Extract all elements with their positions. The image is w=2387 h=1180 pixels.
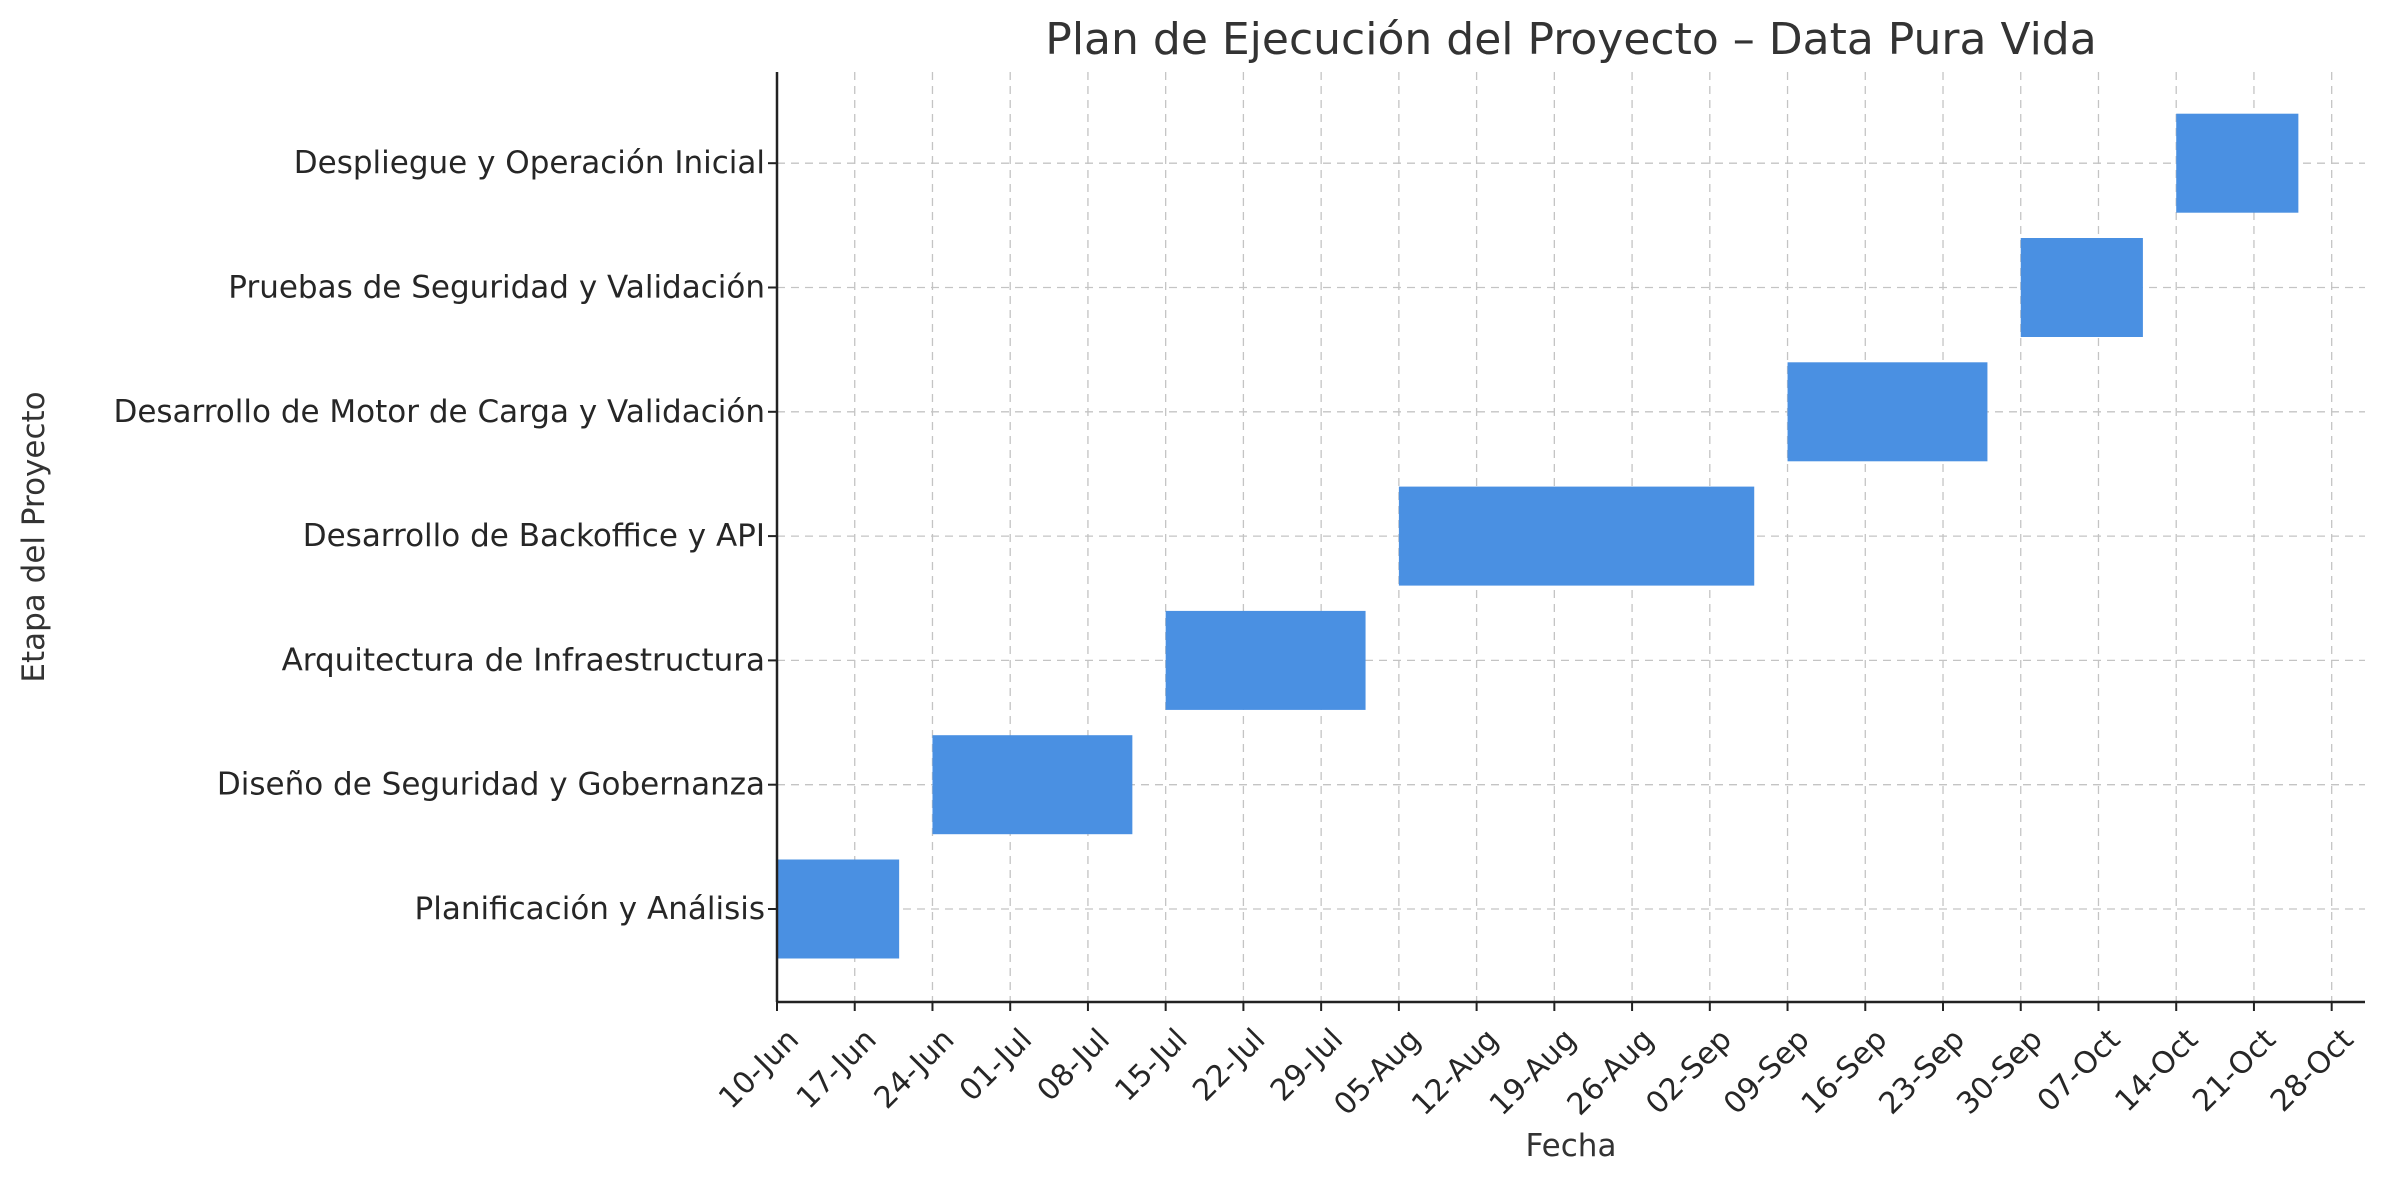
x-tick-label: 08-Jul <box>1031 1022 1117 1108</box>
x-tick-label: 22-Jul <box>1186 1022 1272 1108</box>
x-tick-label: 07-Oct <box>2031 1022 2128 1119</box>
x-tick-label: 01-Jul <box>953 1022 1039 1108</box>
y-axis-label: Etapa del Proyecto <box>16 391 52 682</box>
axis-layer <box>768 72 2365 1011</box>
x-tick-label: 05-Aug <box>1327 1022 1427 1122</box>
x-tick-label: 17-Jun <box>790 1022 884 1116</box>
y-tick-label: Diseño de Seguridad y Gobernanza <box>217 767 765 803</box>
task-bar <box>2020 238 2143 337</box>
x-tick-label: 10-Jun <box>712 1022 806 1116</box>
bar-layer <box>777 113 2299 959</box>
x-tick-label: 28-Oct <box>2264 1022 2361 1119</box>
task-bar <box>777 859 900 959</box>
y-tick-label: Desarrollo de Backoffice y API <box>303 518 765 554</box>
task-bar <box>932 735 1133 835</box>
task-bar <box>1398 486 1755 586</box>
x-tick-label: 19-Aug <box>1483 1022 1583 1122</box>
x-axis-label: Fecha <box>1526 1128 1617 1164</box>
y-tick-label: Desarrollo de Motor de Carga y Validació… <box>113 394 765 430</box>
x-tick-label: 15-Jul <box>1108 1022 1194 1108</box>
x-tick-label: 02-Sep <box>1639 1022 1738 1121</box>
x-tick-label: 26-Aug <box>1561 1022 1661 1122</box>
y-tick-label: Despliegue y Operación Inicial <box>294 145 765 181</box>
task-bar <box>1165 610 1366 710</box>
y-tick-label: Planificación y Análisis <box>415 891 765 927</box>
x-tick-label: 12-Aug <box>1405 1022 1505 1122</box>
task-bar <box>2176 113 2299 213</box>
x-tick-labels: 10-Jun17-Jun24-Jun01-Jul08-Jul15-Jul22-J… <box>712 1022 2361 1123</box>
chart-title: Plan de Ejecución del Proyecto – Data Pu… <box>1045 14 2096 65</box>
x-tick-label: 23-Sep <box>1873 1022 1972 1121</box>
x-tick-label: 24-Jun <box>868 1022 962 1116</box>
x-tick-label: 09-Sep <box>1717 1022 1816 1121</box>
y-tick-label: Pruebas de Seguridad y Validación <box>228 270 765 306</box>
x-tick-label: 14-Oct <box>2108 1022 2205 1119</box>
y-tick-label: Arquitectura de Infraestructura <box>282 642 765 678</box>
task-bar <box>1787 362 1988 462</box>
x-tick-label: 16-Sep <box>1795 1022 1894 1121</box>
x-tick-label: 30-Sep <box>1950 1022 2049 1121</box>
x-tick-label: 21-Oct <box>2186 1022 2283 1119</box>
y-tick-labels: Planificación y Análisis Diseño de Seguri… <box>113 145 765 927</box>
